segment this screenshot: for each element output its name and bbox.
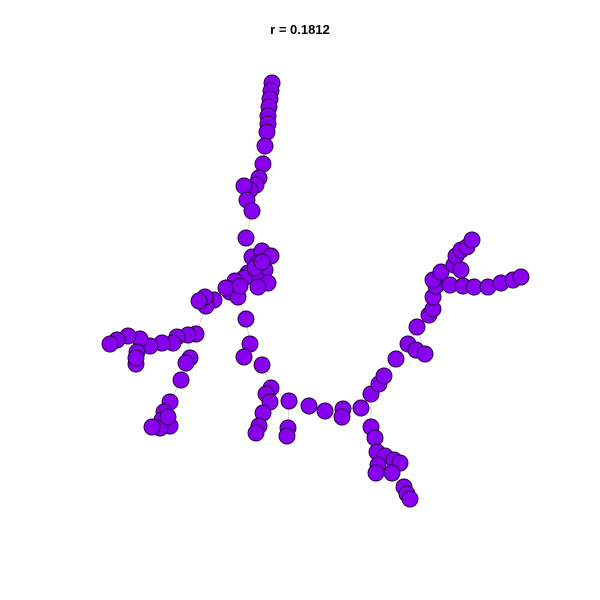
graph-node [452,261,470,279]
graph-node [352,399,370,417]
graph-node [280,392,298,410]
graph-node [416,345,434,363]
graph-node [366,429,384,447]
graph-node [243,202,261,220]
graph-node [231,277,249,295]
graph-node [383,464,401,482]
graph-node [367,464,385,482]
graph-node [253,253,271,271]
graph-node [316,402,334,420]
graph-node [237,310,255,328]
graph-node [253,356,271,374]
graph-node [408,318,426,336]
graph-node [172,371,190,389]
graph-title: r = 0.1812 [270,22,330,37]
graph-node [432,263,450,281]
graph-node [235,177,253,195]
graph-node [159,408,177,426]
graph-node [235,348,253,366]
graph-node [143,418,161,436]
graph-node [258,123,276,141]
graph-node [375,367,393,385]
graph-node [190,292,208,310]
graph-node [401,490,419,508]
graph-node [300,397,318,415]
graph-node [512,268,530,286]
graph-node [256,137,274,155]
graph-node [177,354,195,372]
graph-node [237,229,255,247]
graph-node [249,278,267,296]
nodes [101,74,530,508]
graph-node [101,335,119,353]
graph-node [254,155,272,173]
graph-node [217,279,235,297]
graph-node [387,350,405,368]
graph-node [278,427,296,445]
graph-node [463,231,481,249]
graph-node [127,349,145,367]
graph-node [333,408,351,426]
graph-node [247,424,265,442]
